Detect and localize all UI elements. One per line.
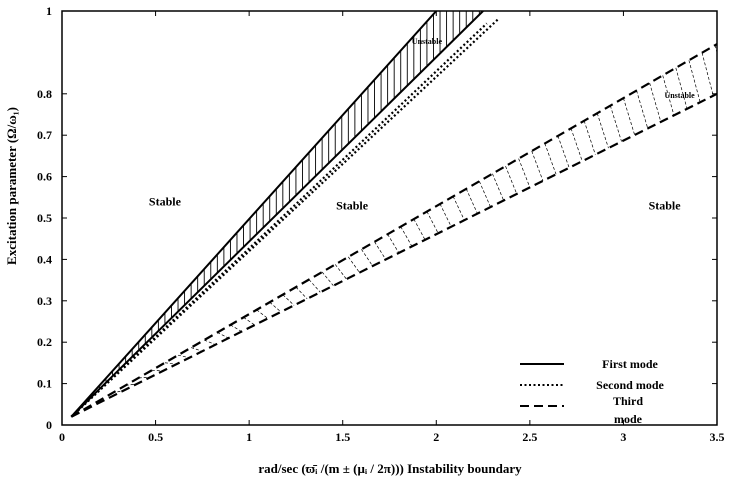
third-mode-hatch (387, 234, 400, 254)
third-mode-hatch (426, 211, 439, 234)
x-tick-label: 1 (246, 430, 252, 444)
third-mode-hatch (243, 317, 255, 326)
third-mode-hatch (191, 347, 203, 352)
x-tick-label: 1.5 (335, 430, 350, 444)
third-mode-hatch (151, 369, 164, 372)
y-tick-label: 0.3 (37, 294, 52, 308)
first-mode-line (70, 11, 438, 418)
third-mode-hatch (204, 339, 216, 345)
third-mode-hatch (413, 218, 426, 240)
third-mode-hatch (701, 52, 714, 96)
third-mode-hatch (596, 113, 609, 149)
third-mode-hatch (374, 241, 387, 260)
unstable-region-label: Unstable (412, 37, 443, 46)
third-mode-hatch (479, 181, 491, 208)
third-mode-hatch (649, 82, 662, 122)
y-tick-label: 0.5 (37, 211, 52, 225)
third-mode-hatch (282, 294, 295, 306)
third-mode-hatch (609, 105, 622, 142)
third-mode-hatch (636, 90, 649, 129)
third-mode-hatch (439, 203, 452, 227)
x-tick-label: 0.5 (148, 430, 163, 444)
x-tick-label: 3 (620, 430, 626, 444)
third-mode-hatch (217, 332, 229, 339)
third-mode-hatch (688, 60, 701, 103)
third-mode-hatch (334, 264, 347, 280)
third-mode-hatch (400, 226, 413, 247)
axis-ticks: 0 0.5 1 1.5 2 2.5 3 3.5 0 0.1 0.2 0.3 0.4 0.5 0.6 0.7 0.… (37, 4, 725, 444)
third-mode-hatch (557, 135, 570, 168)
third-mode-hatch (518, 158, 531, 188)
third-mode-legend-label: Third mode (613, 394, 643, 426)
third-mode-hatch (492, 173, 504, 201)
third-mode-hatch (465, 188, 478, 214)
x-tick-label: 2.5 (522, 430, 537, 444)
x-axis-title: rad/sec (ϖ̄ᵢ /(m ± (μᵢ / 2π))) Instabili… (258, 461, 522, 476)
third-mode-hatch (348, 256, 360, 273)
x-tick-label: 3.5 (710, 430, 725, 444)
third-mode-hatch (531, 150, 544, 181)
plot-area: Stable Stable Stable Unstable Unstable (61, 10, 718, 426)
third-mode-hatch (662, 75, 675, 116)
third-mode-hatch (361, 249, 373, 267)
plot-content (70, 11, 717, 418)
y-tick-label: 0.4 (37, 252, 52, 266)
second-mode-line (70, 18, 499, 418)
third-mode-hatch (230, 324, 242, 332)
third-mode-hatch (675, 67, 688, 109)
third-mode-line (70, 43, 717, 418)
legend: First mode Second mode Third mode (520, 357, 665, 426)
third-mode-hatch (164, 362, 177, 365)
y-tick-label: 1 (46, 4, 52, 18)
x-tick-label: 2 (433, 430, 439, 444)
unstable-region-label: Unstable (664, 91, 695, 100)
third-mode-hatch (583, 120, 596, 155)
stable-region-label: Stable (336, 199, 369, 213)
third-mode-hatch (452, 196, 465, 221)
third-mode-line (70, 92, 717, 418)
stable-region-label: Stable (149, 195, 182, 209)
first-mode-legend-label: First mode (602, 357, 658, 371)
third-mode-hatch (544, 143, 557, 175)
third-mode-hatch (256, 309, 269, 319)
x-tick-label: 0 (59, 430, 65, 444)
first-mode-line (70, 11, 484, 418)
second-mode-legend-label: Second mode (596, 378, 664, 392)
y-tick-label: 0.2 (37, 335, 52, 349)
third-mode-hatch (570, 128, 583, 162)
y-axis-title: Excitation parameter (Ω/ω₁) (4, 107, 19, 265)
third-mode-hatch (321, 271, 334, 286)
stable-region-label: Stable (649, 199, 682, 213)
third-mode-hatch (308, 279, 321, 293)
y-tick-label: 0.1 (37, 377, 52, 391)
y-tick-label: 0.7 (37, 128, 52, 142)
y-tick-label: 0.6 (37, 170, 52, 184)
third-mode-hatch (177, 354, 190, 359)
third-mode-hatch (295, 286, 308, 300)
third-mode-hatch (623, 98, 635, 136)
y-tick-label: 0 (46, 418, 52, 432)
third-mode-hatch (269, 301, 282, 313)
y-tick-label: 0.8 (37, 87, 52, 101)
third-mode-hatch (505, 166, 518, 195)
